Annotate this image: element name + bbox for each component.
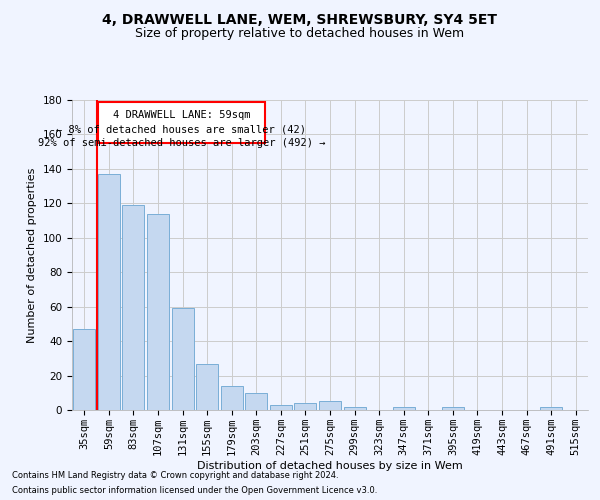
Text: 92% of semi-detached houses are larger (492) →: 92% of semi-detached houses are larger (… bbox=[38, 138, 325, 148]
Text: ← 8% of detached houses are smaller (42): ← 8% of detached houses are smaller (42) bbox=[56, 124, 307, 134]
Bar bbox=[196, 364, 218, 410]
Bar bbox=[172, 308, 194, 410]
FancyBboxPatch shape bbox=[98, 102, 265, 143]
Text: Size of property relative to detached houses in Wem: Size of property relative to detached ho… bbox=[136, 28, 464, 40]
Bar bbox=[295, 403, 316, 410]
Bar bbox=[270, 405, 292, 410]
Bar bbox=[147, 214, 169, 410]
Text: 4 DRAWWELL LANE: 59sqm: 4 DRAWWELL LANE: 59sqm bbox=[113, 110, 250, 120]
Text: Contains public sector information licensed under the Open Government Licence v3: Contains public sector information licen… bbox=[12, 486, 377, 495]
Bar bbox=[392, 406, 415, 410]
Bar bbox=[245, 393, 268, 410]
Bar bbox=[73, 329, 95, 410]
Text: 4, DRAWWELL LANE, WEM, SHREWSBURY, SY4 5ET: 4, DRAWWELL LANE, WEM, SHREWSBURY, SY4 5… bbox=[103, 12, 497, 26]
Bar bbox=[98, 174, 120, 410]
Bar bbox=[319, 402, 341, 410]
Bar bbox=[221, 386, 243, 410]
X-axis label: Distribution of detached houses by size in Wem: Distribution of detached houses by size … bbox=[197, 460, 463, 470]
Bar bbox=[122, 205, 145, 410]
Y-axis label: Number of detached properties: Number of detached properties bbox=[27, 168, 37, 342]
Text: Contains HM Land Registry data © Crown copyright and database right 2024.: Contains HM Land Registry data © Crown c… bbox=[12, 471, 338, 480]
Bar bbox=[344, 406, 365, 410]
Bar bbox=[442, 406, 464, 410]
Bar bbox=[540, 406, 562, 410]
